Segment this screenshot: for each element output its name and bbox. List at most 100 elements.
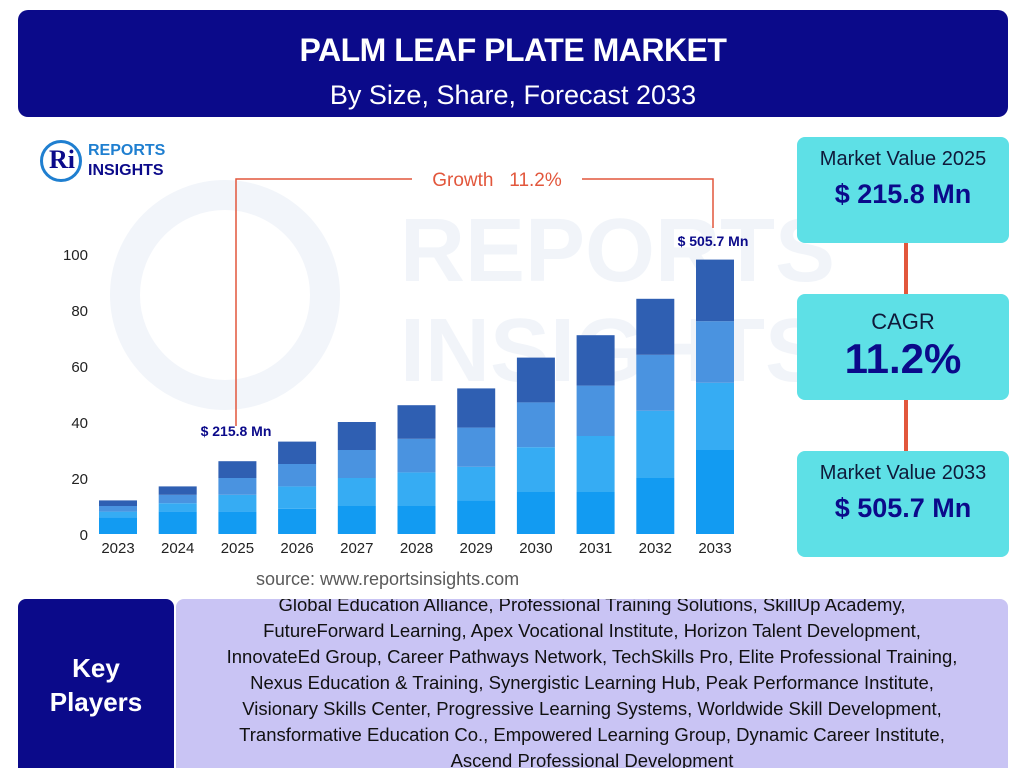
growth-label: Growth 11.2% <box>432 170 562 191</box>
bar-segment <box>218 511 257 534</box>
company-logo: Ri REPORTS INSIGHTS <box>40 140 180 186</box>
y-axis: 0 20 40 60 80 100 <box>63 247 88 544</box>
key-players-label-2: Players <box>49 687 143 717</box>
cagr-label: CAGR <box>871 309 935 334</box>
x-tick-label: 2031 <box>579 540 612 557</box>
key-players-line: Transformative Education Co., Empowered … <box>239 724 945 745</box>
bars-group <box>99 259 734 534</box>
bar-segment <box>99 506 137 512</box>
bar-segment <box>457 388 496 428</box>
page-subtitle: By Size, Share, Forecast 2033 <box>329 80 697 110</box>
growth-line-right <box>582 178 714 228</box>
y-tick-label: 0 <box>80 527 88 544</box>
bar-segment <box>516 492 555 534</box>
key-players-label-box: Key Players <box>18 599 174 768</box>
cagr-value: 11.2% <box>844 335 962 382</box>
x-axis: 2023 2024 2025 2026 2027 2028 2029 2030 2031 2032… <box>101 540 731 557</box>
x-tick-label: 2033 <box>698 540 731 557</box>
bar-segment <box>576 335 615 386</box>
x-tick-label: 2028 <box>400 540 433 557</box>
bar-segment <box>337 450 376 478</box>
bar-segment <box>636 410 675 478</box>
bar-segment <box>99 517 137 534</box>
bar-segment <box>158 503 197 512</box>
growth-annotation: Growth 11.2% $ 215.8 Mn $ 505.7 Mn <box>201 170 749 439</box>
logo-text-insights: INSIGHTS <box>88 162 164 179</box>
bar-segment <box>158 511 197 534</box>
bar-segment <box>696 382 734 450</box>
page-title: PALM LEAF PLATE MARKET <box>299 32 727 68</box>
market-value-2025-label: Market Value 2025 <box>819 148 987 170</box>
bar-segment <box>278 464 317 487</box>
bar-segment <box>337 478 376 506</box>
market-value-2025-card: Market Value 2025 $ 215.8 Mn <box>797 137 1009 243</box>
bar-segment <box>397 506 436 534</box>
key-players-line: Nexus Education & Training, Synergistic … <box>250 672 934 693</box>
bar-segment <box>278 486 317 509</box>
bar-segment <box>99 511 137 518</box>
key-players-line: Ascend Professional Development <box>450 750 734 768</box>
bar-segment <box>576 385 615 436</box>
connector-line <box>904 400 908 451</box>
bar-segment <box>696 321 734 383</box>
annotation-2025: $ 215.8 Mn <box>201 423 272 439</box>
bar-segment <box>516 447 555 492</box>
logo-mark-icon: Ri <box>40 140 82 182</box>
bar-segment <box>337 422 376 450</box>
market-value-2033-label: Market Value 2033 <box>819 462 987 484</box>
bar-segment <box>696 450 734 534</box>
market-value-2033-card: Market Value 2033 $ 505.7 Mn <box>797 451 1009 557</box>
bar-segment <box>516 357 555 403</box>
bar-segment <box>696 259 734 322</box>
x-tick-label: 2026 <box>280 540 313 557</box>
key-players-line: Visionary Skills Center, Progressive Lea… <box>242 698 942 719</box>
bar-segment <box>397 472 436 506</box>
y-tick-label: 80 <box>71 303 88 320</box>
source-note: source: www.reportsinsights.com <box>256 569 520 589</box>
annotation-2033: $ 505.7 Mn <box>678 233 749 249</box>
bar-segment <box>278 441 317 464</box>
y-tick-label: 100 <box>63 247 88 264</box>
x-tick-label: 2029 <box>460 540 493 557</box>
key-players-line: InnovateEd Group, Career Pathways Networ… <box>226 646 958 667</box>
key-players-line: FutureForward Learning, Apex Vocational … <box>263 620 921 641</box>
x-tick-label: 2025 <box>221 540 254 557</box>
bar-segment <box>218 478 257 495</box>
bar-segment <box>636 298 675 355</box>
bar-segment <box>158 494 197 504</box>
bar-segment <box>576 492 615 534</box>
y-tick-label: 60 <box>71 359 88 376</box>
logo-mark-text: Ri <box>49 145 75 174</box>
key-players-line: Global Education Alliance, Professional … <box>278 599 906 615</box>
bar-segment <box>397 438 436 473</box>
bar-segment <box>457 427 496 467</box>
market-value-2033: $ 505.7 Mn <box>834 493 972 523</box>
bar-segment <box>457 466 496 501</box>
bar-segment <box>218 461 257 478</box>
key-players-label-1: Key <box>72 653 120 683</box>
bar-segment <box>516 402 555 448</box>
market-value-2025: $ 215.8 Mn <box>834 179 972 209</box>
bar-segment <box>576 436 615 492</box>
bar-segment <box>99 500 137 506</box>
x-tick-label: 2027 <box>340 540 373 557</box>
y-tick-label: 20 <box>71 471 88 488</box>
y-tick-label: 40 <box>71 415 88 432</box>
cagr-card: CAGR 11.2% <box>797 294 1009 400</box>
bar-segment <box>636 354 675 411</box>
bar-segment <box>337 506 376 534</box>
x-tick-label: 2024 <box>161 540 194 557</box>
bar-segment <box>636 478 675 534</box>
bar-segment <box>397 405 436 439</box>
bar-segment <box>278 508 317 534</box>
bar-segment <box>457 500 496 534</box>
key-players-list: Global Education Alliance, Professional … <box>176 599 1008 768</box>
bar-segment <box>158 486 197 495</box>
x-tick-label: 2032 <box>639 540 672 557</box>
x-tick-label: 2023 <box>101 540 134 557</box>
logo-text-reports: REPORTS <box>88 142 166 159</box>
growth-line-left <box>235 178 412 426</box>
x-tick-label: 2030 <box>519 540 552 557</box>
connector-line <box>904 243 908 294</box>
